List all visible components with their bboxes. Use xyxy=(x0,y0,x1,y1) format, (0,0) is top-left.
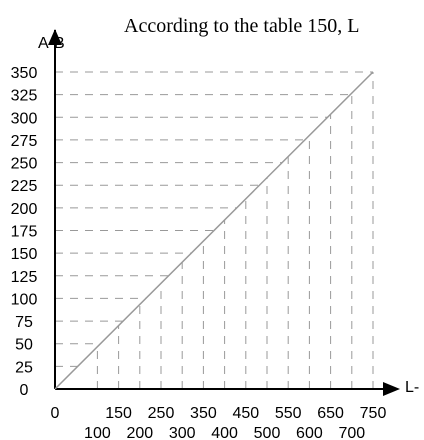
y-tick-label: 200 xyxy=(11,201,38,218)
y-tick-label: 150 xyxy=(11,246,38,263)
y-tick-label: 350 xyxy=(11,65,38,82)
y-tick-label: 225 xyxy=(11,178,38,195)
y-tick-label: 25 xyxy=(15,359,33,376)
x-tick-label: 550 xyxy=(275,405,302,422)
x-tick-label: 250 xyxy=(148,405,175,422)
chart-caption: According to the table 150, L xyxy=(124,15,360,37)
series-layer xyxy=(54,71,374,390)
y-tick-label: 0 xyxy=(20,382,29,399)
x-tick-label: 500 xyxy=(254,425,281,440)
x-tick-label: 0 xyxy=(51,405,60,422)
x-tick-label: 100 xyxy=(84,425,111,440)
x-tick-label: 300 xyxy=(169,425,196,440)
y-tick-label: 175 xyxy=(11,224,38,241)
y-tick-label: 250 xyxy=(11,156,38,173)
x-tick-label: 650 xyxy=(317,405,344,422)
y-tick-label: 75 xyxy=(15,314,33,331)
x-tick-label: 400 xyxy=(211,425,238,440)
y-tick-label: 100 xyxy=(11,291,38,308)
x-tick-label: 200 xyxy=(126,425,153,440)
x-tick-label: 700 xyxy=(338,425,365,440)
series-line xyxy=(54,71,374,390)
x-tick-label: 600 xyxy=(296,425,323,440)
y-tick-label: 325 xyxy=(11,88,38,105)
x-tick-labels: 0 150 250 350 450 550 650 750 100 200 300 400 500 600… xyxy=(51,405,387,440)
y-tick-label: 275 xyxy=(11,133,38,150)
y-tick-label: 125 xyxy=(11,269,38,286)
y-tick-label: 300 xyxy=(11,110,38,127)
axes xyxy=(48,29,400,396)
x-tick-label: 450 xyxy=(232,405,259,422)
x-axis-arrow xyxy=(383,382,400,396)
y-axis-arrow xyxy=(48,29,62,45)
y-tick-label: 50 xyxy=(15,337,33,354)
y-tick-labels: 0 25 50 75 100 125 150 175 200 225 250 275 300 325 350 xyxy=(11,65,38,399)
x-axis-title: L- xyxy=(405,379,419,396)
guide-lines xyxy=(55,71,374,389)
x-tick-label: 350 xyxy=(190,405,217,422)
x-tick-label: 150 xyxy=(105,405,132,422)
x-tick-label: 750 xyxy=(360,405,387,422)
y-axis-title: A-B xyxy=(38,35,65,52)
